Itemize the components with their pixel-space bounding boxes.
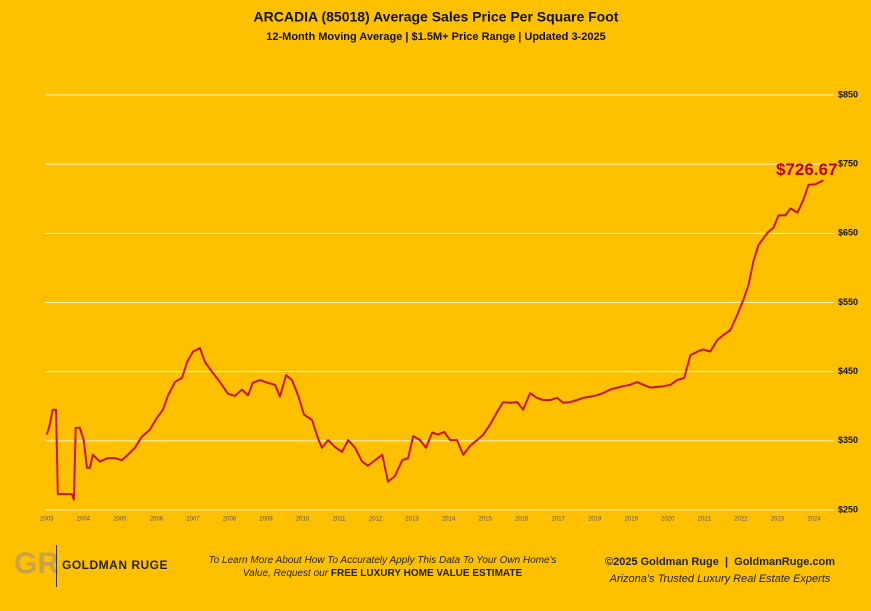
x-tick-label: 2003 (40, 517, 54, 523)
logo-mark: GR (14, 547, 59, 580)
y-tick-label: $550 (838, 297, 858, 307)
price-line (45, 179, 824, 501)
cta-bold: FREE LUXURY HOME VALUE ESTIMATE (330, 568, 523, 579)
x-tick-label: 2016 (515, 517, 529, 523)
y-tick-label: $450 (838, 366, 858, 376)
x-tick-label: 2007 (186, 517, 200, 523)
x-tick-label: 2019 (625, 517, 639, 523)
logo-name: GOLDMAN RUGE (62, 558, 168, 572)
x-tick-label: 2022 (734, 517, 748, 523)
x-tick-label: 2008 (223, 517, 237, 523)
x-tick-label: 2014 (442, 517, 456, 523)
logo-divider (56, 545, 57, 587)
y-tick-label: $350 (838, 435, 858, 445)
copyright: ©2025 Goldman Ruge | GoldmanRuge.com (604, 556, 835, 568)
x-tick-label: 2024 (807, 517, 821, 523)
x-tick-label: 2006 (150, 517, 164, 523)
x-tick-label: 2020 (661, 517, 675, 523)
x-tick-label: 2011 (333, 517, 347, 523)
x-tick-label: 2004 (77, 517, 91, 523)
x-tick-label: 2023 (771, 517, 785, 523)
y-tick-label: $650 (838, 228, 858, 238)
x-tick-label: 2018 (588, 517, 602, 523)
x-tick-label: 2010 (296, 517, 310, 523)
cta-line: Value, Request our (242, 568, 331, 579)
chart-subtitle: 12-Month Moving Average | $1.5M+ Price R… (266, 31, 605, 43)
y-tick-label: $250 (838, 504, 858, 514)
x-tick-label: 2005 (113, 517, 127, 523)
cta: To Learn More About How To Accurately Ap… (190, 554, 575, 580)
tagline: Arizona's Trusted Luxury Real Estate Exp… (609, 573, 831, 585)
chart-title: ARCADIA (85018) Average Sales Price Per … (254, 9, 619, 25)
y-tick-label: $850 (838, 89, 858, 99)
x-tick-label: 2015 (478, 517, 492, 523)
y-tick-label: $750 (838, 159, 858, 169)
x-tick-label: 2021 (698, 517, 712, 523)
x-tick-label: 2017 (552, 517, 566, 523)
cta-line: To Learn More About How To Accurately Ap… (208, 555, 557, 566)
end-annotation: $726.67 (776, 160, 837, 179)
x-tick-label: 2012 (369, 517, 383, 523)
chart: ARCADIA (85018) Average Sales Price Per … (40, 9, 858, 523)
x-tick-label: 2009 (259, 517, 273, 523)
x-tick-label: 2013 (405, 517, 419, 523)
